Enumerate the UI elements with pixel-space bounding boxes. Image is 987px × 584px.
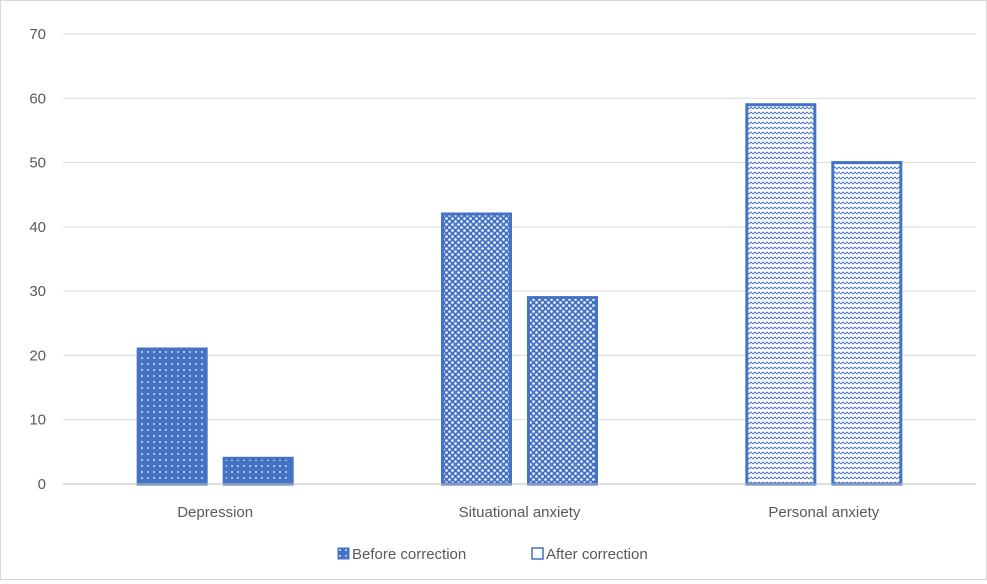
- bars: [136, 103, 903, 486]
- legend-swatch-after: [531, 547, 544, 560]
- y-tick-label: 10: [29, 412, 46, 429]
- bar-after-1: [527, 296, 598, 486]
- x-category-label: Depression: [177, 504, 253, 521]
- bar-before-2: [745, 103, 817, 486]
- y-tick-label: 30: [29, 283, 46, 300]
- y-tick-label: 0: [38, 476, 46, 493]
- x-category-label: Personal anxiety: [768, 504, 879, 521]
- bar-after-0: [222, 456, 294, 486]
- legend-label-after: After correction: [546, 546, 648, 563]
- bar-before-0: [136, 347, 208, 486]
- gridlines: [63, 33, 976, 421]
- legend: Before correction After correction: [337, 546, 648, 563]
- legend-swatch-before: [337, 547, 350, 560]
- legend-item-before: Before correction: [337, 546, 466, 563]
- y-tick-label: 40: [29, 219, 46, 236]
- y-tick-label: 20: [29, 347, 46, 364]
- x-category-label: Situational anxiety: [459, 504, 581, 521]
- y-tick-label: 70: [29, 26, 46, 43]
- y-tick-label: 60: [29, 90, 46, 107]
- legend-item-after: After correction: [531, 546, 648, 563]
- y-tick-label: 50: [29, 155, 46, 172]
- bar-after-2: [831, 161, 903, 486]
- legend-label-before: Before correction: [352, 546, 466, 563]
- x-axis-category-labels: Depression Situational anxiety Personal an…: [177, 504, 880, 521]
- bar-before-1: [441, 212, 512, 486]
- y-axis-tick-labels: 0 10 20 30 40 50 60 70: [29, 26, 46, 493]
